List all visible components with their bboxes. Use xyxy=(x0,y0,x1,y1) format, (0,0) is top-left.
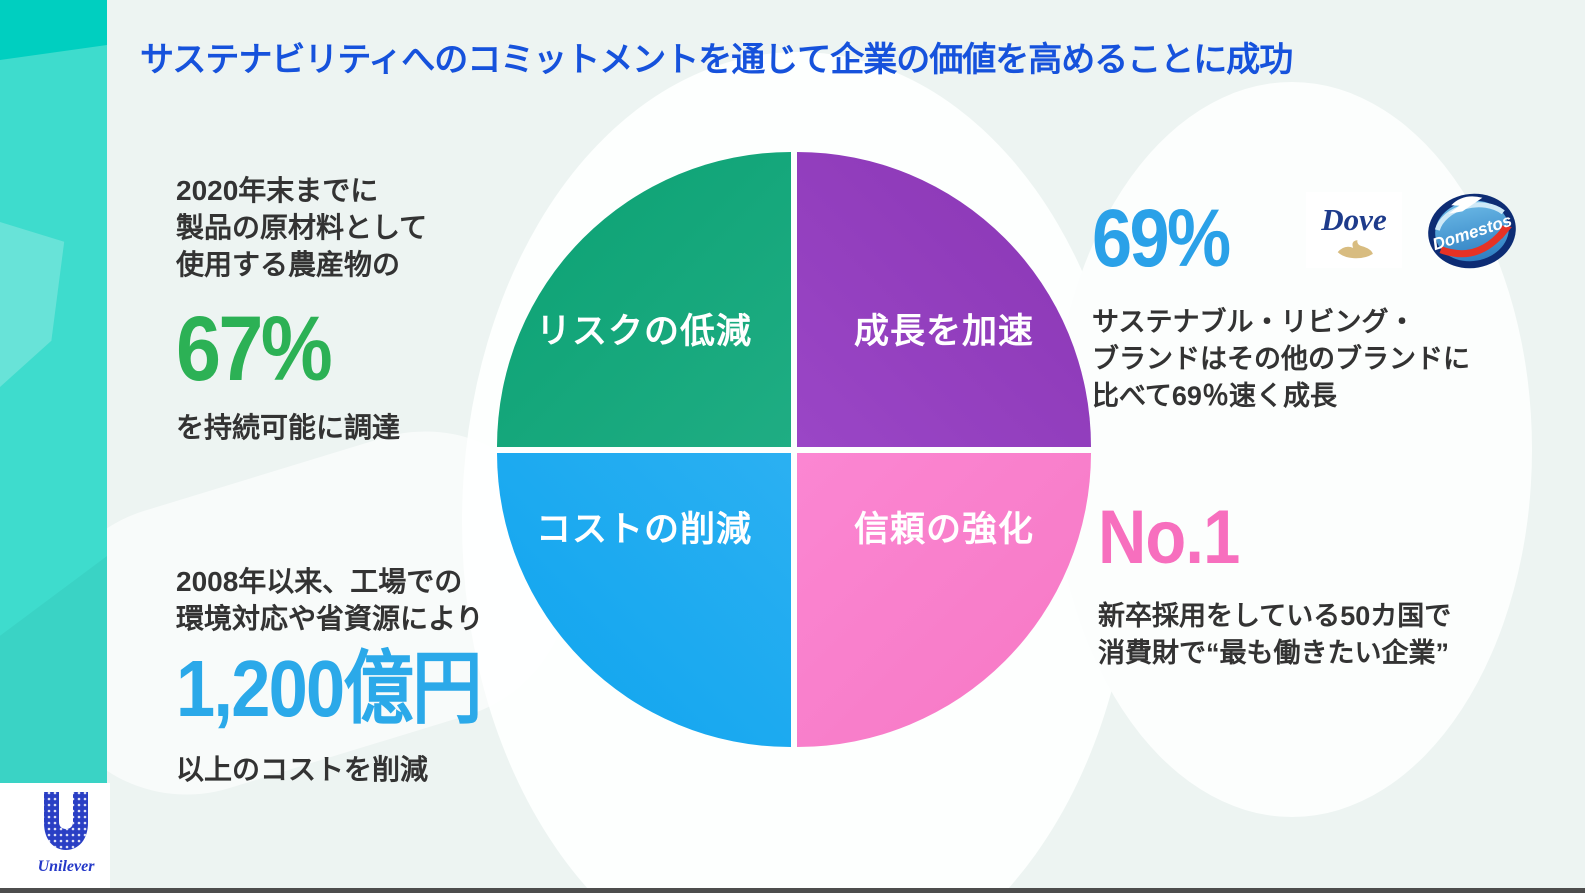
stat-text-line: 比べて69％速く成長 xyxy=(1092,381,1337,411)
stat-value-69-percent: 69% xyxy=(1092,193,1231,284)
quadrant-risk-reduction: リスクの低減 xyxy=(497,152,791,447)
stat-value-1200-oku-yen: 1,200億円 xyxy=(176,644,482,733)
quadrant-circle-diagram: リスクの低減 成長を加速 コストの削減 信頼の強化 xyxy=(497,152,1091,747)
quadrant-strengthen-trust: 信頼の強化 xyxy=(797,452,1091,747)
teal-side-bar-shade-light xyxy=(0,222,65,387)
dove-logo: Dove xyxy=(1306,192,1402,268)
quadrant-label: 信頼の強化 xyxy=(853,509,1034,549)
domestos-logo-icon: Domestos xyxy=(1428,193,1516,269)
stat-text-line: 使用する農産物の xyxy=(176,249,401,280)
quadrant-label: 成長を加速 xyxy=(853,311,1034,351)
stat-caption: を持続可能に調達 xyxy=(176,412,401,443)
stat-brand-growth: 69% サステナブル・リビング・ ブランドはその他のブランドに 比べて69％速く… xyxy=(1092,198,1470,415)
stat-cost-savings: 2008年以来、工場での 環境対応や省資源により 1,200億円 以上のコストを… xyxy=(176,563,522,788)
unilever-logo: Unilever xyxy=(24,790,108,875)
quadrant-accelerate-growth: 成長を加速 xyxy=(797,152,1091,447)
stat-text-line: 2020年末までに xyxy=(176,175,379,206)
stat-caption: 以上のコストを削減 xyxy=(176,754,429,785)
teal-side-bar-shade-top xyxy=(0,0,107,60)
dove-wordmark: Dove xyxy=(1321,201,1387,237)
stat-value-no1: No.1 xyxy=(1098,495,1240,580)
quadrant-label: リスクの低減 xyxy=(535,311,752,351)
stat-text-line: 2008年以来、工場での xyxy=(176,566,463,597)
quadrant-cost-reduction: コストの削減 xyxy=(497,452,791,747)
unilever-wordmark: Unilever xyxy=(37,858,95,875)
stat-top-employer: No.1 新卒採用をしている50カ国で 消費財で“最も働きたい企業” xyxy=(1098,500,1451,672)
domestos-logo: Domestos xyxy=(1419,181,1525,282)
stat-value-67-percent: 67% xyxy=(176,298,333,400)
teal-side-bar-shade-bottom xyxy=(0,556,107,784)
stat-text-line: 消費財で“最も働きたい企業” xyxy=(1098,638,1449,668)
stat-text-line: ブランドはその他のブランドに xyxy=(1092,344,1470,374)
stat-sustainable-sourcing: 2020年末までに 製品の原材料として 使用する農産物の 67% を持続可能に調… xyxy=(176,172,427,446)
dove-bird-icon xyxy=(1337,239,1373,258)
stat-text-line: 環境対応や省資源により xyxy=(176,603,484,634)
teal-side-bar xyxy=(0,0,107,784)
slide-title: サステナビリティへのコミットメントを通じて企業の価値を高めることに成功 xyxy=(140,41,1293,79)
stat-text-line: サステナブル・リビング・ xyxy=(1092,307,1416,337)
stat-text-line: 新卒採用をしている50カ国で xyxy=(1098,601,1452,631)
video-progress-bar[interactable] xyxy=(0,888,1585,893)
stat-text-line: 製品の原材料として xyxy=(176,212,428,243)
unilever-u-icon xyxy=(44,792,88,850)
quadrant-label: コストの削減 xyxy=(535,509,752,549)
